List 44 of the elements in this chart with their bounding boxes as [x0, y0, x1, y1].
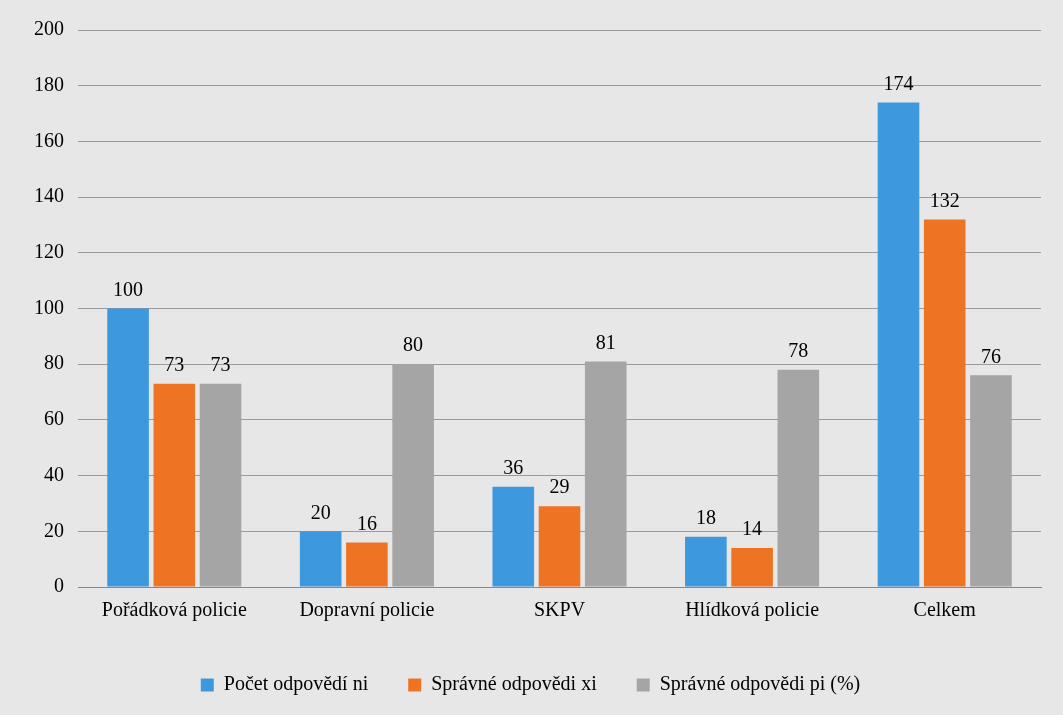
bar [923, 219, 966, 587]
y-tick-label: 160 [34, 128, 64, 151]
data-label: 73 [210, 352, 231, 375]
data-label: 73 [164, 352, 185, 375]
bar [731, 548, 773, 587]
data-label: 81 [595, 330, 616, 353]
data-label: 20 [310, 500, 331, 523]
data-label: 36 [503, 455, 524, 478]
bar [492, 486, 535, 587]
data-label: 80 [403, 333, 424, 356]
data-label: 78 [788, 339, 809, 362]
legend-label: Správné odpovědi xi [431, 672, 598, 696]
data-label: 100 [113, 277, 144, 300]
y-tick-label: 100 [34, 295, 64, 318]
y-tick-label: 40 [44, 462, 64, 485]
bar [299, 531, 342, 587]
data-label: 29 [549, 475, 570, 498]
y-tick-label: 200 [34, 17, 64, 40]
y-tick-label: 0 [54, 574, 64, 597]
bar [153, 383, 196, 587]
y-tick-label: 120 [34, 240, 64, 263]
x-tick-label: Dopravní policie [299, 598, 435, 622]
y-tick-label: 60 [44, 407, 64, 430]
bar [877, 102, 920, 587]
x-tick-label: SKPV [533, 598, 586, 621]
x-tick-label: Celkem [913, 598, 977, 621]
bar [346, 542, 388, 587]
bar [685, 536, 727, 587]
legend-label: Počet odpovědí ni [223, 672, 369, 696]
y-tick-label: 140 [34, 184, 64, 207]
legend-label: Správné odpovědi pi (%) [659, 672, 861, 696]
bar [107, 308, 149, 587]
data-label: 132 [929, 188, 960, 211]
x-tick-label: Pořádková policie [101, 598, 247, 622]
y-tick-label: 180 [34, 72, 64, 95]
bar [538, 506, 581, 587]
x-tick-label: Hlídková policie [685, 598, 820, 622]
y-tick-label: 80 [44, 351, 64, 374]
y-tick-label: 20 [44, 518, 64, 541]
data-label: 76 [980, 344, 1001, 367]
data-label: 174 [883, 71, 914, 94]
data-label: 18 [695, 506, 716, 529]
data-label: 14 [742, 517, 763, 540]
data-label: 16 [356, 511, 377, 534]
